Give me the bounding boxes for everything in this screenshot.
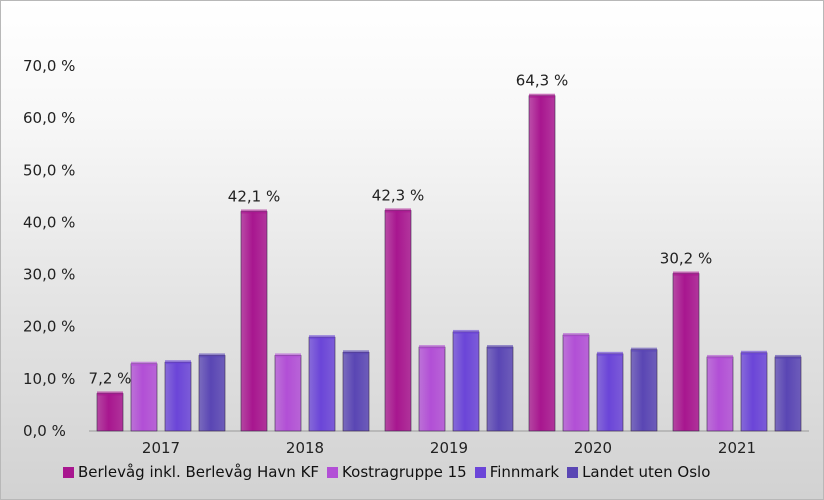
data-label: 7,2 % xyxy=(89,369,132,387)
y-tick-label: 40,0 % xyxy=(23,213,75,231)
y-tick-label: 50,0 % xyxy=(23,161,75,179)
bar xyxy=(672,271,700,432)
legend-swatch xyxy=(567,466,579,478)
y-tick-label: 0,0 % xyxy=(23,422,66,440)
data-label: 30,2 % xyxy=(660,250,712,268)
bar xyxy=(486,345,514,432)
bar xyxy=(706,354,734,432)
y-tick-label: 60,0 % xyxy=(23,109,75,127)
bar xyxy=(740,350,768,432)
y-tick-label: 30,0 % xyxy=(23,266,75,284)
bar xyxy=(96,391,124,432)
y-tick-label: 20,0 % xyxy=(23,318,75,336)
bar xyxy=(630,347,658,432)
legend-swatch xyxy=(474,466,486,478)
bar xyxy=(130,361,158,432)
legend-item: Landet uten Oslo xyxy=(567,463,710,481)
bar xyxy=(562,333,590,432)
x-tick-label: 2019 xyxy=(430,439,468,457)
bar xyxy=(342,350,370,432)
legend-label: Finnmark xyxy=(489,463,560,481)
data-label: 64,3 % xyxy=(516,72,568,90)
y-tick-label: 10,0 % xyxy=(23,370,75,388)
bar xyxy=(528,93,556,432)
data-label: 42,3 % xyxy=(372,186,424,204)
x-tick-label: 2020 xyxy=(574,439,612,457)
bar xyxy=(384,208,412,432)
legend-label: Berlevåg inkl. Berlevåg Havn KF xyxy=(78,463,320,481)
legend-item: Kostragruppe 15 xyxy=(327,463,467,481)
y-tick-label: 70,0 % xyxy=(23,57,75,75)
legend-swatch xyxy=(63,466,74,478)
bar xyxy=(164,360,192,432)
legend-item: Finnmark xyxy=(474,463,560,481)
legend-label: Landet uten Oslo xyxy=(582,463,711,481)
data-label: 42,1 % xyxy=(228,187,280,205)
legend-swatch xyxy=(327,466,339,478)
bar xyxy=(240,209,268,432)
bar xyxy=(198,353,226,432)
bar xyxy=(418,345,446,432)
legend-label: Kostragruppe 15 xyxy=(342,463,467,481)
x-tick-label: 2018 xyxy=(286,439,324,457)
legend-item: Berlevåg inkl. Berlevåg Havn KF xyxy=(63,463,319,481)
bar xyxy=(596,351,624,432)
bar xyxy=(452,329,480,432)
bar xyxy=(308,335,336,432)
bar xyxy=(274,353,302,432)
legend: Berlevåg inkl. Berlevåg Havn KF Kostragru… xyxy=(63,463,718,481)
bar xyxy=(774,354,802,432)
x-tick-label: 2021 xyxy=(718,439,756,457)
x-tick-label: 2017 xyxy=(142,439,180,457)
